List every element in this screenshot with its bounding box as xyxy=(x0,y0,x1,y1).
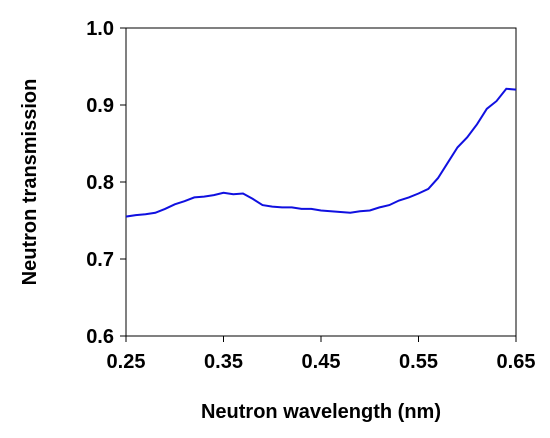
y-tick-label: 1.0 xyxy=(86,18,114,40)
transmission-line xyxy=(125,87,517,218)
x-tick-label: 0.65 xyxy=(497,351,536,373)
y-tick-label: 0.8 xyxy=(86,172,114,194)
x-axis-title: Neutron wavelength (nm) xyxy=(201,401,441,423)
y-tick-label: 0.6 xyxy=(86,326,114,348)
x-tick-label: 0.25 xyxy=(107,351,146,373)
x-tick-label: 0.35 xyxy=(204,351,243,373)
y-tick-label: 0.7 xyxy=(86,249,114,271)
x-axis-ticks: 0.25 0.35 0.45 0.55 0.65 xyxy=(107,336,536,373)
x-tick-label: 0.55 xyxy=(399,351,438,373)
x-tick-label: 0.45 xyxy=(302,351,341,373)
y-tick-label: 0.9 xyxy=(86,95,114,117)
y-axis-title: Neutron transmission xyxy=(19,79,41,286)
y-axis-ticks: 0.6 0.7 0.8 0.9 1.0 xyxy=(86,18,126,348)
plot-area-frame xyxy=(125,27,517,337)
